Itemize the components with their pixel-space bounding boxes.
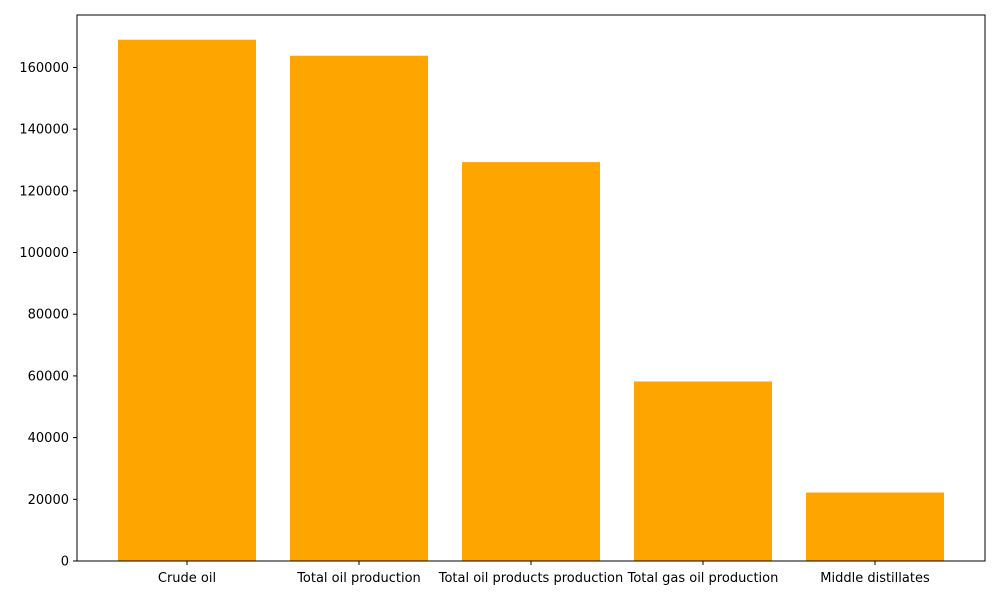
bar-0 — [118, 39, 256, 561]
x-tick-label: Total oil production — [296, 571, 421, 586]
y-tick-label: 120000 — [19, 184, 69, 199]
plot-frame — [76, 14, 986, 562]
bar-3 — [634, 381, 772, 561]
x-tick-label: Total oil products production — [438, 571, 624, 586]
x-tick-label: Total gas oil production — [627, 571, 779, 586]
y-tick-label: 0 — [61, 555, 69, 570]
y-axis: 0 20000 40000 60000 80000 100000 120000 140000 1… — [19, 61, 77, 570]
x-tick-label: Middle distillates — [820, 571, 930, 586]
y-tick-label: 20000 — [28, 493, 69, 508]
bar-1 — [290, 55, 428, 562]
y-tick-label: 60000 — [28, 369, 69, 384]
bars-layer — [118, 39, 944, 562]
x-axis: Crude oil Total oil production Total oil p… — [158, 561, 930, 586]
x-tick-label: Crude oil — [158, 571, 216, 586]
y-tick-label: 160000 — [19, 61, 69, 76]
y-tick-label: 100000 — [19, 246, 69, 261]
bar-4 — [806, 492, 944, 561]
y-tick-label: 40000 — [28, 431, 69, 446]
y-tick-label: 140000 — [19, 123, 69, 138]
y-tick-label: 80000 — [28, 308, 69, 323]
bar-2 — [462, 162, 600, 561]
